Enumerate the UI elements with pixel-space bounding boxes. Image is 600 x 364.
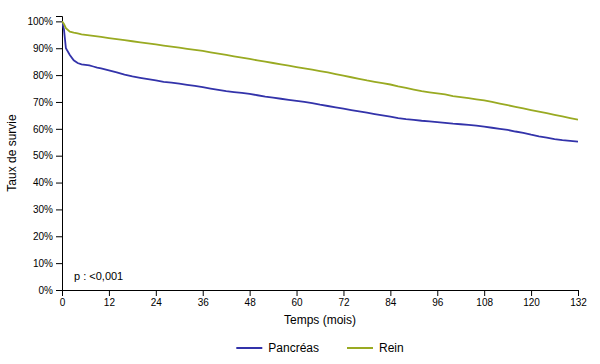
- y-tick: 20%: [33, 231, 62, 242]
- y-tick-label: 50%: [33, 150, 53, 161]
- x-tick: 72: [338, 290, 350, 308]
- x-axis: 0 12 24 36 48 60 72 84 96 108 120 132: [60, 290, 588, 308]
- x-axis-line: [63, 291, 579, 297]
- y-tick-mark: [56, 156, 62, 157]
- x-tick-label: 24: [151, 297, 163, 308]
- y-axis-title: Taux de survie: [5, 114, 19, 192]
- y-tick-mark: [56, 48, 62, 49]
- y-tick-label: 40%: [33, 177, 53, 188]
- x-tick: 108: [476, 290, 493, 308]
- x-tick-label: 72: [338, 297, 350, 308]
- x-tick: 36: [198, 290, 210, 308]
- x-tick-label: 36: [198, 297, 210, 308]
- y-tick-label: 90%: [33, 43, 53, 54]
- x-tick-mark: [297, 290, 298, 296]
- x-tick-mark: [343, 290, 344, 296]
- x-tick-label: 120: [523, 297, 540, 308]
- y-tick-mark: [56, 21, 62, 22]
- x-tick: 96: [432, 290, 444, 308]
- x-tick-mark: [531, 290, 532, 296]
- x-tick-label: 96: [432, 297, 444, 308]
- series-line: [62, 21, 578, 141]
- y-tick-label: 70%: [33, 97, 53, 108]
- x-tick-mark: [578, 290, 579, 296]
- x-tick-mark: [484, 290, 485, 296]
- y-tick-mark: [56, 75, 62, 76]
- legend-item: Rein: [347, 341, 404, 355]
- y-tick-mark: [56, 209, 62, 210]
- x-tick-label: 12: [104, 297, 116, 308]
- series-group: [62, 21, 578, 141]
- x-axis-title: Temps (mois): [284, 313, 356, 327]
- plot: 0 12 24 36 48 60 72 84 96 108 120 132 0% 10% 20% 30% 40%…: [5, 16, 587, 327]
- x-tick-mark: [437, 290, 438, 296]
- y-tick-label: 100%: [27, 16, 53, 27]
- y-tick-label: 20%: [33, 231, 53, 242]
- y-tick: 50%: [33, 150, 62, 161]
- y-tick: 70%: [33, 97, 62, 108]
- y-tick: 10%: [33, 258, 62, 269]
- x-tick: 132: [570, 290, 587, 308]
- x-tick-label: 0: [60, 297, 66, 308]
- chart-container: 0 12 24 36 48 60 72 84 96 108 120 132 0% 10% 20% 30% 40%…: [0, 0, 600, 364]
- legend-swatch: [236, 347, 262, 349]
- y-tick-mark: [56, 236, 62, 237]
- y-tick: 100%: [27, 16, 62, 27]
- x-tick: 24: [151, 290, 163, 308]
- y-tick: 60%: [33, 124, 62, 135]
- legend-label: Pancréas: [268, 341, 319, 355]
- x-tick-mark: [109, 290, 110, 296]
- y-tick-label: 30%: [33, 204, 53, 215]
- y-tick-mark: [56, 102, 62, 103]
- x-tick: 60: [291, 290, 303, 308]
- legend: Pancréas Rein: [236, 341, 403, 355]
- x-tick: 48: [245, 290, 257, 308]
- y-tick: 80%: [33, 70, 62, 81]
- x-tick: 0: [60, 290, 66, 308]
- x-tick: 120: [523, 290, 540, 308]
- x-tick-mark: [250, 290, 251, 296]
- x-tick-label: 84: [385, 297, 397, 308]
- y-tick-label: 10%: [33, 258, 53, 269]
- y-tick: 90%: [33, 43, 62, 54]
- x-tick-mark: [390, 290, 391, 296]
- legend-item: Pancréas: [236, 341, 319, 355]
- x-tick-label: 132: [570, 297, 587, 308]
- series-line: [62, 21, 578, 119]
- x-tick-mark: [203, 290, 204, 296]
- y-tick: 0%: [39, 285, 62, 296]
- legend-swatch: [347, 347, 373, 349]
- y-tick-label: 60%: [33, 124, 53, 135]
- x-tick-label: 108: [476, 297, 493, 308]
- x-tick-mark: [156, 290, 157, 296]
- y-tick-label: 0%: [39, 285, 54, 296]
- annotation: p : <0,001: [74, 270, 123, 282]
- legend-label: Rein: [379, 341, 404, 355]
- y-axis: 0% 10% 20% 30% 40% 50% 60% 70% 80% 90% 100%: [27, 16, 62, 296]
- x-tick: 84: [385, 290, 397, 308]
- y-tick-mark: [56, 290, 62, 291]
- x-tick-label: 60: [291, 297, 303, 308]
- y-axis-line: [56, 17, 63, 291]
- y-tick-mark: [56, 129, 62, 130]
- y-tick-label: 80%: [33, 70, 53, 81]
- y-tick: 40%: [33, 177, 62, 188]
- y-tick: 30%: [33, 204, 62, 215]
- y-tick-mark: [56, 263, 62, 264]
- chart-svg: 0 12 24 36 48 60 72 84 96 108 120 132 0% 10% 20% 30% 40%…: [0, 0, 600, 364]
- y-tick-mark: [56, 183, 62, 184]
- x-tick: 12: [104, 290, 116, 308]
- x-tick-label: 48: [245, 297, 257, 308]
